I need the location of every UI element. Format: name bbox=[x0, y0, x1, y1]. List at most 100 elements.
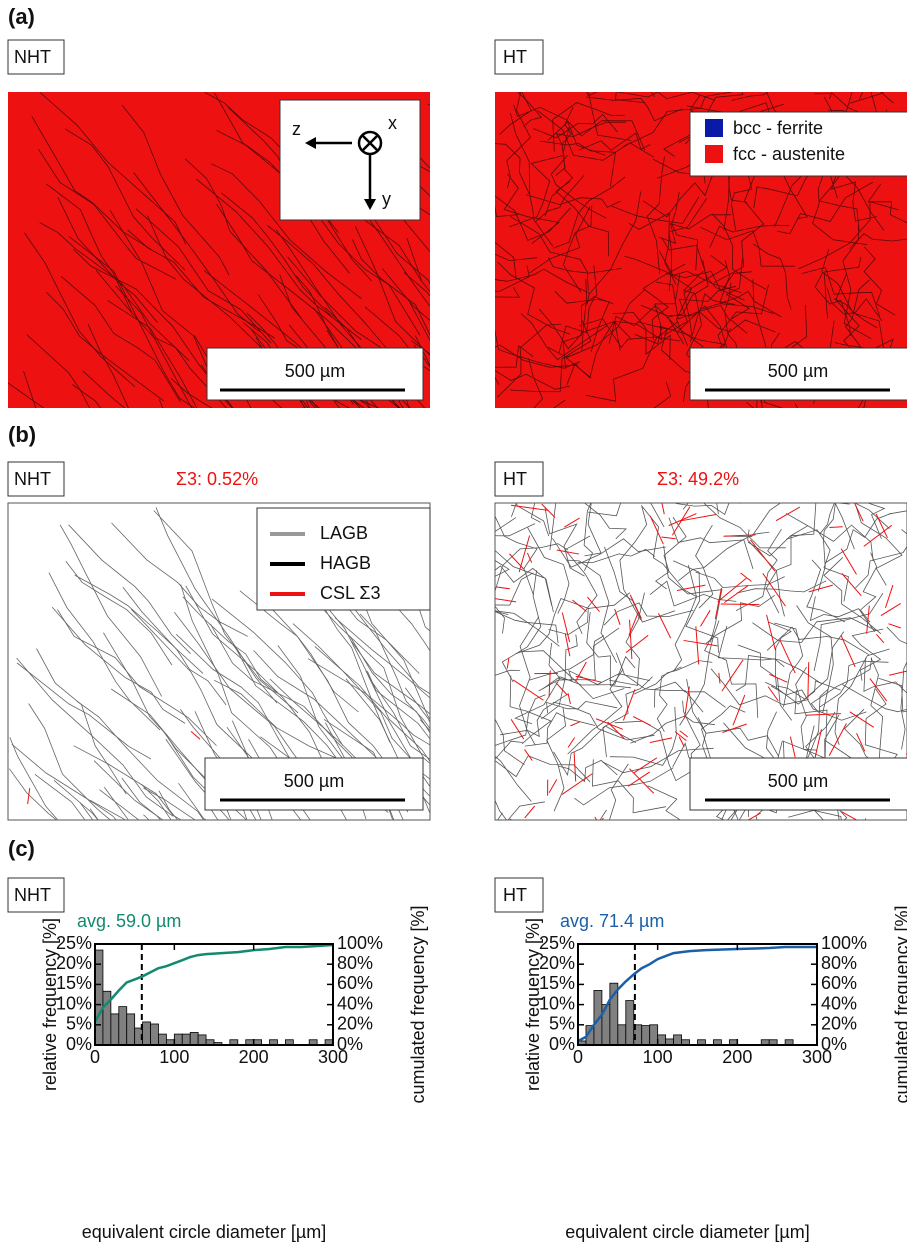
boundary bbox=[866, 503, 886, 539]
y2-tick-label: 80% bbox=[337, 953, 373, 973]
twin-boundary bbox=[840, 548, 857, 575]
boundary bbox=[682, 503, 786, 549]
boundary bbox=[678, 531, 770, 582]
sample-box bbox=[7, 877, 65, 913]
boundary bbox=[495, 572, 534, 634]
boundary bbox=[495, 344, 534, 368]
boundary bbox=[709, 224, 790, 248]
boundary bbox=[795, 666, 818, 751]
boundary bbox=[28, 703, 111, 820]
boundary bbox=[509, 154, 565, 228]
boundary bbox=[855, 545, 907, 589]
boundary bbox=[239, 590, 359, 713]
legend-label: HAGB bbox=[320, 553, 371, 573]
twin-boundary bbox=[724, 585, 749, 604]
boundary bbox=[702, 290, 782, 318]
boundary bbox=[495, 610, 560, 647]
twin-boundary bbox=[633, 757, 658, 774]
boundary bbox=[495, 694, 546, 746]
twin-boundary bbox=[766, 614, 776, 651]
boundary bbox=[65, 561, 173, 666]
twin-boundary bbox=[526, 552, 533, 563]
twin-boundary bbox=[627, 771, 651, 787]
boundary bbox=[404, 141, 430, 169]
boundary bbox=[292, 623, 417, 766]
boundary bbox=[679, 620, 720, 726]
twin-boundary bbox=[717, 577, 747, 603]
boundary bbox=[497, 812, 503, 820]
x-tick-label: 100 bbox=[643, 1047, 673, 1067]
boundary bbox=[403, 272, 430, 297]
boundary bbox=[544, 126, 574, 217]
twin-boundary bbox=[509, 818, 512, 820]
twin-boundary bbox=[587, 596, 600, 612]
axis-label: y bbox=[382, 189, 391, 209]
boundary bbox=[577, 548, 656, 563]
x-axis-title: equivalent circle diameter [µm] bbox=[82, 1222, 326, 1242]
bar bbox=[118, 1006, 128, 1046]
boundary bbox=[819, 660, 889, 708]
bar bbox=[126, 1013, 136, 1046]
boundary bbox=[640, 505, 697, 597]
boundary bbox=[38, 149, 177, 280]
y2-tick-label: 100% bbox=[337, 933, 383, 953]
boundary bbox=[57, 609, 217, 746]
boundary bbox=[534, 175, 585, 247]
y-tick-label: 5% bbox=[549, 1014, 575, 1034]
legend-label: fcc - austenite bbox=[733, 144, 845, 164]
twin-boundary bbox=[805, 713, 841, 716]
boundary bbox=[849, 233, 907, 249]
boundary bbox=[766, 626, 870, 656]
boundary bbox=[89, 808, 99, 820]
scale-bar-label: 500 µm bbox=[284, 771, 344, 791]
twin-boundary bbox=[676, 584, 706, 591]
sample-label: HT bbox=[503, 469, 527, 489]
boundary bbox=[711, 213, 767, 290]
y2-tick-label: 60% bbox=[337, 973, 373, 993]
boundary bbox=[111, 522, 248, 637]
boundary bbox=[622, 92, 732, 147]
y-tick-label: 20% bbox=[56, 953, 92, 973]
twin-boundary bbox=[829, 526, 843, 528]
twin-boundary bbox=[769, 673, 788, 683]
boundary bbox=[515, 503, 550, 537]
boundary bbox=[886, 626, 907, 645]
twin-boundary bbox=[807, 662, 810, 699]
boundary bbox=[526, 194, 621, 208]
boundary bbox=[806, 559, 846, 623]
y-tick-label: 25% bbox=[539, 933, 575, 953]
boundary bbox=[495, 376, 500, 385]
twin-boundary bbox=[190, 730, 201, 740]
boundary bbox=[31, 116, 152, 250]
boundary bbox=[495, 523, 536, 537]
twin-boundary bbox=[779, 639, 796, 674]
boundary bbox=[34, 773, 86, 820]
y2-tick-label: 0% bbox=[821, 1034, 847, 1054]
x-tick-label: 300 bbox=[318, 1047, 348, 1067]
boundary bbox=[24, 232, 136, 388]
cumulative-line bbox=[93, 943, 334, 1023]
twin-boundary bbox=[510, 719, 525, 740]
x-tick-label: 100 bbox=[159, 1047, 189, 1067]
x-tick-label: 200 bbox=[239, 1047, 269, 1067]
panel-label: (c) bbox=[8, 836, 35, 861]
boundary bbox=[585, 321, 679, 402]
twin-boundary bbox=[863, 524, 893, 547]
y2-tick-label: 40% bbox=[821, 993, 857, 1013]
boundary bbox=[495, 669, 521, 676]
boundary bbox=[11, 743, 117, 820]
boundary bbox=[704, 634, 759, 718]
boundary bbox=[647, 785, 682, 820]
boundary bbox=[834, 648, 890, 745]
sigma3-fraction: Σ3: 49.2% bbox=[657, 469, 739, 489]
twin-boundary bbox=[564, 517, 580, 528]
boundary bbox=[547, 278, 588, 358]
twin-boundary bbox=[649, 515, 664, 545]
boundary bbox=[725, 257, 750, 334]
boundary bbox=[122, 586, 227, 706]
boundary bbox=[878, 677, 907, 713]
boundary bbox=[495, 799, 545, 820]
boundary bbox=[53, 779, 99, 820]
boundary bbox=[354, 226, 430, 356]
